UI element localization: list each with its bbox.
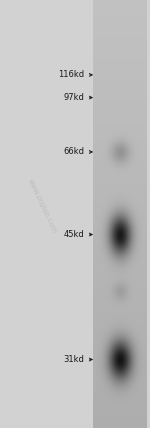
Text: 45kd: 45kd [63,230,84,239]
Text: 66kd: 66kd [63,147,84,157]
Text: 31kd: 31kd [63,355,84,364]
Text: 97kd: 97kd [63,93,84,102]
Text: 116kd: 116kd [58,70,84,80]
Text: www.ptglab.com: www.ptglab.com [27,177,57,234]
